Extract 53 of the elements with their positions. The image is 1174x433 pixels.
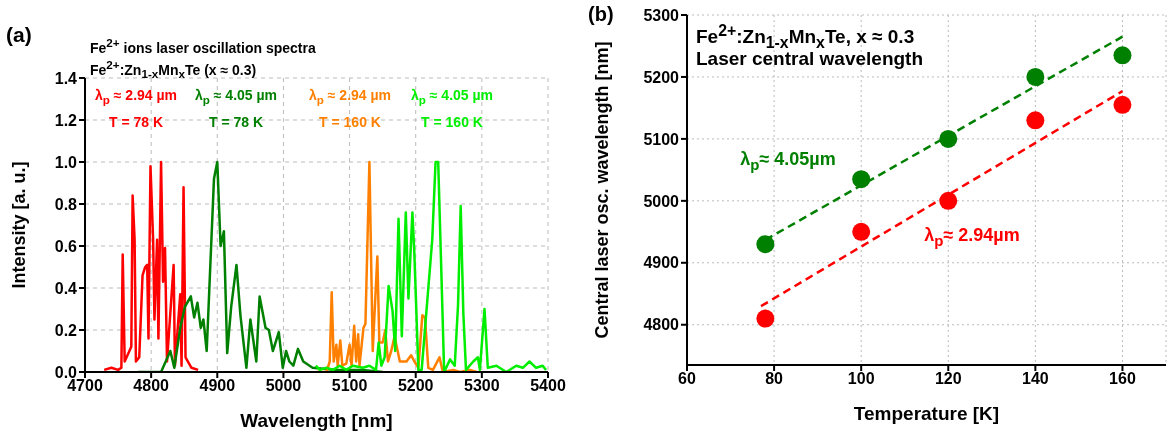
line-series bbox=[314, 160, 548, 372]
point bbox=[939, 191, 958, 210]
line-series bbox=[102, 160, 200, 372]
series-label: λ$_{p}$≈ 2.94µm bbox=[923, 224, 1021, 251]
y-tick-label: 1.0 bbox=[54, 153, 78, 171]
y-tick-label: 0.8 bbox=[54, 195, 78, 213]
x-tick-label: 5400 bbox=[530, 377, 566, 395]
text: (b) bbox=[588, 2, 614, 26]
x-tick-label: 60 bbox=[678, 370, 696, 388]
point bbox=[1113, 46, 1132, 65]
x-tick-label: 140 bbox=[1022, 370, 1049, 388]
annotation: Fe$^{2+}$:Zn$_{1-x}$Mn$_{x}$Te (x ≈ 0.3) bbox=[90, 58, 257, 82]
x-tick-label: 5300 bbox=[464, 377, 500, 395]
point bbox=[852, 222, 871, 241]
x-tick-label: 4800 bbox=[133, 377, 170, 395]
y-tick-label: 5000 bbox=[643, 192, 680, 210]
y-tick-label: 0.2 bbox=[54, 321, 78, 339]
x-tick-label: 4900 bbox=[199, 377, 236, 395]
point bbox=[852, 170, 871, 189]
x-tick-label: 5200 bbox=[397, 377, 434, 395]
series-label: λ$_{p}$≈ 4.05µm bbox=[739, 148, 837, 175]
y-tick-label: 5200 bbox=[643, 68, 680, 86]
x-axis-title: Temperature [K] bbox=[853, 403, 1000, 424]
text: λ$_{p}$ ≈ 2.94 µm T = 160 K bbox=[308, 87, 392, 130]
y-tick-label: 1.4 bbox=[54, 69, 78, 87]
text: (a) bbox=[6, 22, 32, 48]
point bbox=[756, 309, 775, 328]
x-tick-label: 160 bbox=[1109, 370, 1136, 388]
text: λ$_{p}$ ≈ 4.05 µm T = 160 K bbox=[410, 87, 494, 130]
y-tick-label: 5100 bbox=[643, 130, 680, 148]
y-tick-label: 0.6 bbox=[54, 237, 78, 255]
y-axis-title: Intensity [a. u.] bbox=[9, 161, 30, 289]
point bbox=[1113, 95, 1132, 114]
y-tick-label: 4900 bbox=[643, 254, 680, 272]
y-tick-label: 1.2 bbox=[54, 111, 78, 129]
x-tick-label: 80 bbox=[765, 370, 784, 388]
x-tick-label: 4700 bbox=[67, 377, 103, 395]
point bbox=[939, 129, 958, 148]
x-tick-label: 5100 bbox=[331, 377, 368, 395]
x-tick-label: 100 bbox=[847, 370, 875, 388]
point bbox=[1026, 67, 1045, 86]
x-axis-title: Wavelength [nm] bbox=[240, 410, 393, 431]
y-tick-label: 0.4 bbox=[54, 279, 78, 297]
text: Fe$^{2+}$ ions laser oscillation spectra bbox=[90, 36, 316, 57]
y-tick-label: 5300 bbox=[643, 6, 680, 24]
x-tick-label: 5000 bbox=[265, 377, 302, 395]
y-axis-title: Central laser osc. wavelength [nm] bbox=[592, 41, 613, 339]
text: λ$_{p}$ ≈ 2.94 µm T = 78 K bbox=[94, 87, 178, 130]
point bbox=[756, 235, 775, 254]
point bbox=[1026, 111, 1045, 130]
text: λ$_{p}$ ≈ 4.05 µm T = 78 K bbox=[194, 87, 278, 130]
x-tick-label: 120 bbox=[934, 370, 962, 388]
y-tick-label: 4800 bbox=[643, 316, 680, 334]
